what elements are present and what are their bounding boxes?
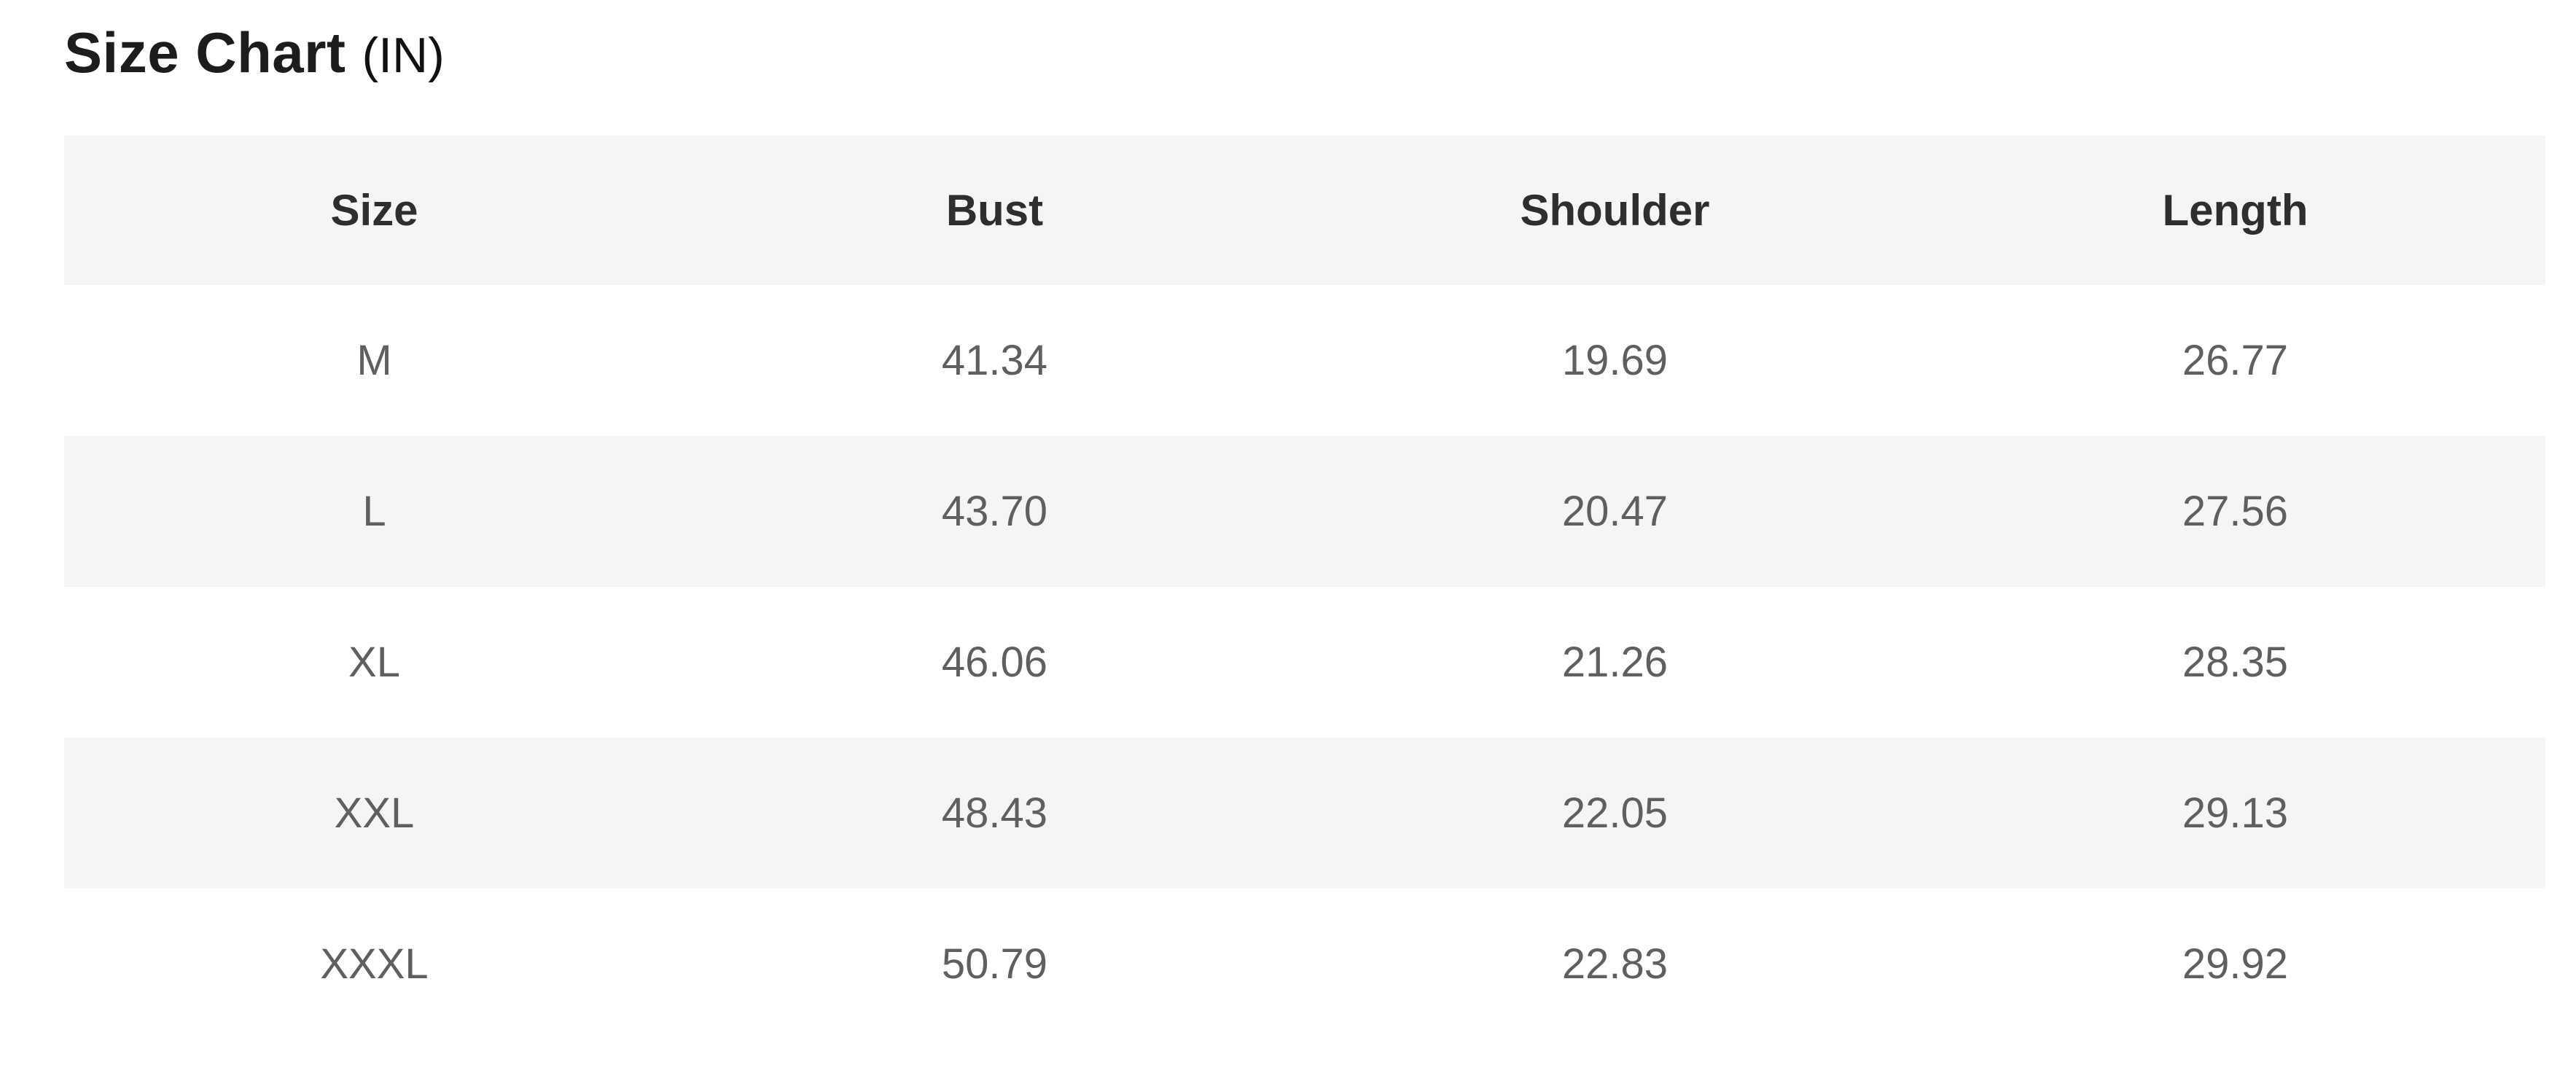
length-cell: 26.77 — [2182, 336, 2289, 384]
size-cell: XL — [348, 638, 400, 686]
size-cell: XXL — [334, 789, 415, 837]
table-row-l: L 43.70 20.47 27.56 — [64, 435, 2545, 587]
shoulder-cell: 22.05 — [1561, 789, 1668, 837]
bust-cell: 41.34 — [941, 336, 1048, 384]
table-row-m: M 41.34 19.69 26.77 — [64, 284, 2545, 436]
shoulder-cell: 19.69 — [1561, 336, 1668, 384]
table-header: Size Bust Shoulder Length — [64, 135, 2545, 285]
column-header-size: Size — [64, 135, 684, 285]
size-cell: XXXL — [320, 940, 429, 988]
shoulder-cell: 20.47 — [1561, 487, 1668, 535]
column-header-shoulder: Shoulder — [1305, 135, 1925, 285]
length-cell: 28.35 — [2182, 638, 2289, 686]
size-cell: L — [362, 487, 386, 535]
length-cell: 27.56 — [2182, 487, 2289, 535]
size-chart-table: Size Bust Shoulder Length M 41.34 19.69 … — [64, 135, 2545, 1039]
length-cell: 29.13 — [2182, 789, 2289, 837]
table-body: M 41.34 19.69 26.77 L 43.70 20.47 27.56 … — [64, 284, 2545, 1039]
bust-cell: 43.70 — [941, 487, 1048, 535]
bust-cell: 50.79 — [941, 940, 1048, 988]
unit-label: (IN) — [362, 28, 445, 83]
table-row-xxxl: XXXL 50.79 22.83 29.92 — [64, 888, 2545, 1039]
bust-cell: 46.06 — [941, 638, 1048, 686]
size-cell: M — [356, 336, 392, 384]
table-row-xxl: XXL 48.43 22.05 29.13 — [64, 737, 2545, 889]
shoulder-cell: 21.26 — [1561, 638, 1668, 686]
column-header-bust: Bust — [684, 135, 1305, 285]
table-row-xl: XL 46.06 21.26 28.35 — [64, 586, 2545, 738]
length-cell: 29.92 — [2182, 940, 2289, 988]
shoulder-cell: 22.83 — [1561, 940, 1668, 988]
column-header-length: Length — [1925, 135, 2545, 285]
page-title: Size Chart (IN) — [64, 19, 2545, 87]
bust-cell: 48.43 — [941, 789, 1048, 837]
header-row: Size Bust Shoulder Length — [64, 135, 2545, 285]
size-chart-title: Size Chart — [64, 20, 346, 85]
